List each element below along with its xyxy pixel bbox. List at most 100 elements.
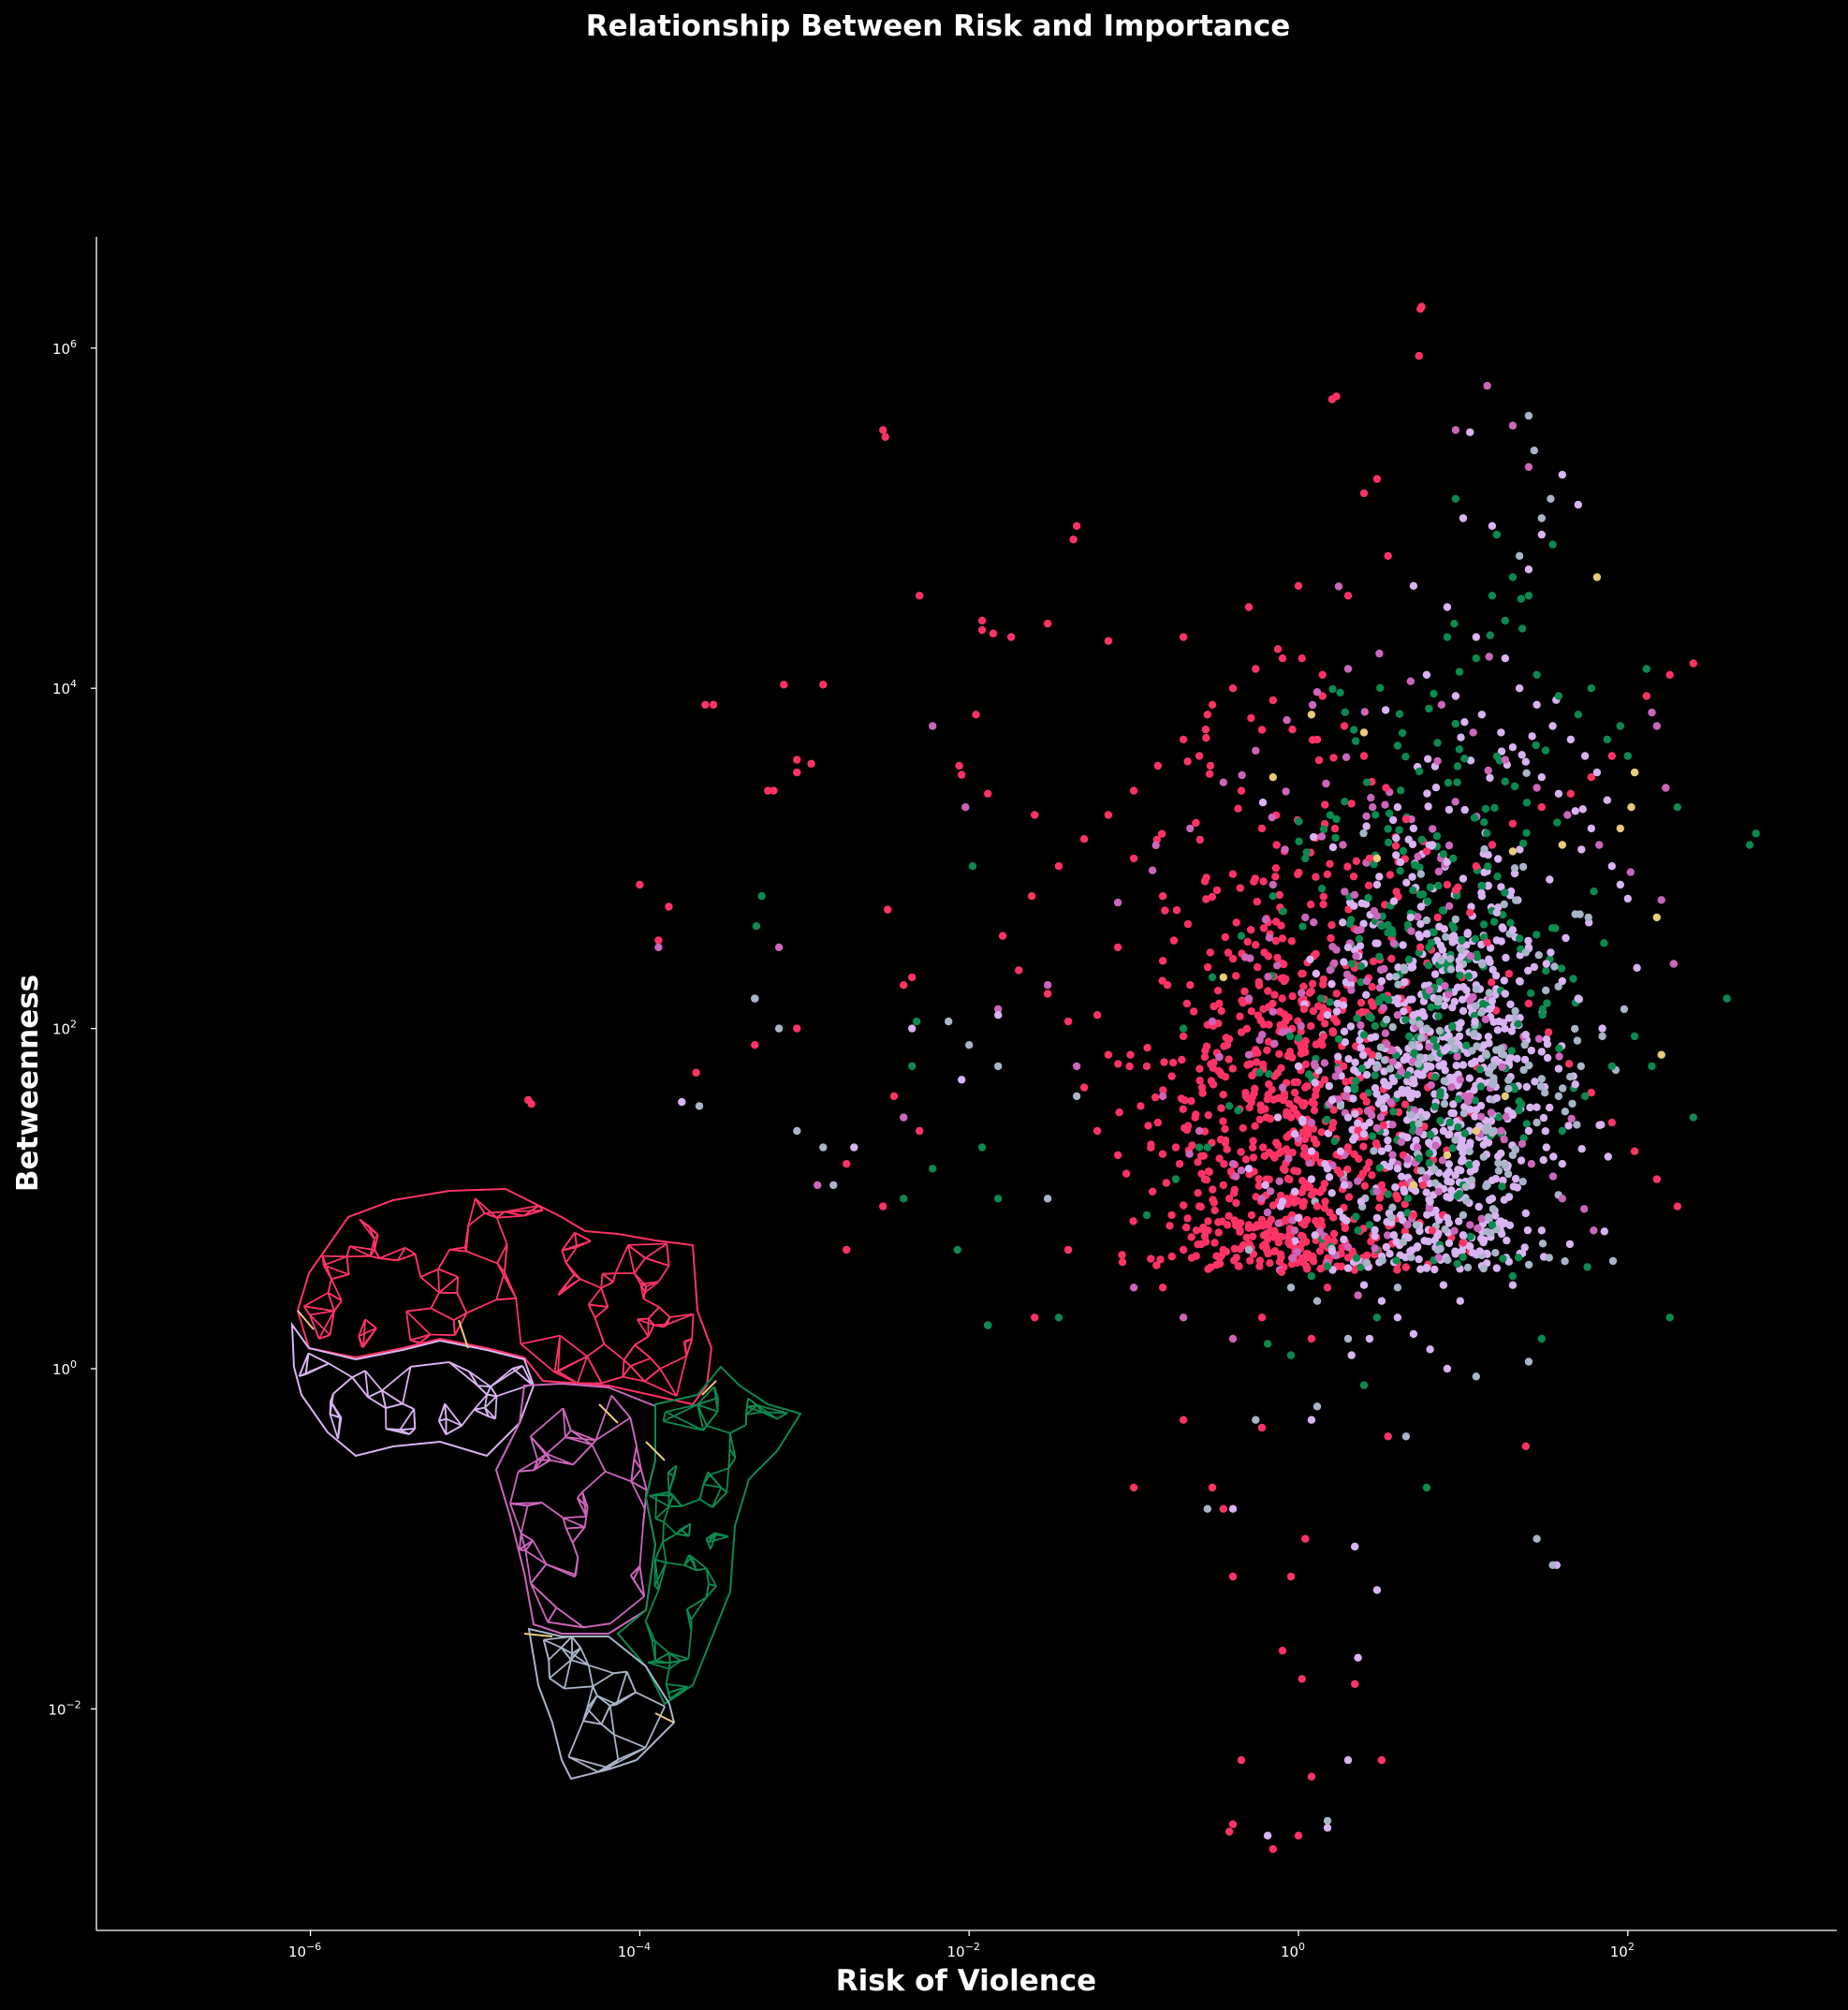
scatter-point (1429, 825, 1437, 833)
scatter-point (1389, 1231, 1399, 1240)
scatter-point (1508, 1281, 1518, 1289)
scatter-point (1403, 1155, 1412, 1164)
scatter-point (1595, 1121, 1604, 1130)
scatter-point (1479, 1238, 1488, 1247)
scatter-point (1063, 1017, 1073, 1026)
map-road-segment (303, 1292, 330, 1308)
scatter-point (957, 770, 966, 779)
scatter-point (757, 892, 766, 901)
scatter-point (1395, 826, 1403, 834)
scatter-point (1181, 1223, 1191, 1232)
map-road-segment (405, 1311, 412, 1341)
scatter-point (1378, 1256, 1386, 1265)
scatter-point (1201, 726, 1210, 734)
map-road-segment (351, 1376, 369, 1398)
scatter-point (819, 1143, 828, 1152)
scatter-point (1577, 1145, 1586, 1153)
scatter-point (1359, 1130, 1369, 1138)
scatter-point (1255, 1068, 1264, 1078)
scatter-point (1433, 997, 1443, 1006)
scatter-point (1510, 782, 1519, 791)
scatter-point (1273, 961, 1282, 970)
scatter-point (1443, 603, 1452, 611)
map-road-segment (667, 1472, 670, 1492)
scatter-point (1504, 1084, 1513, 1093)
scatter-point (1399, 1238, 1408, 1246)
scatter-point (1665, 670, 1674, 679)
scatter-point (1388, 1151, 1397, 1159)
scatter-point (1376, 683, 1385, 692)
map-road-segment (668, 1685, 688, 1694)
scatter-point (1392, 834, 1401, 843)
scatter-point (1157, 829, 1166, 838)
scatter-point (1158, 1284, 1167, 1292)
map-road-segment (684, 1338, 693, 1342)
scatter-point (1362, 1070, 1371, 1079)
scatter-point (1513, 1054, 1521, 1064)
scatter-point (1360, 1181, 1370, 1190)
scatter-point (1511, 1174, 1520, 1183)
scatter-point (1246, 1256, 1254, 1265)
scatter-point (1191, 1113, 1199, 1122)
scatter-point (1343, 1755, 1353, 1765)
map-road-segment (709, 1474, 722, 1489)
scatter-point (1541, 746, 1550, 755)
scatter-point (1501, 1092, 1510, 1101)
scatter-point (1542, 960, 1551, 968)
scatter-point (1244, 1050, 1254, 1059)
scatter-point (1215, 1254, 1225, 1262)
map-road-segment (713, 1533, 717, 1535)
scatter-point (1243, 937, 1252, 946)
map-road-segment (504, 1205, 539, 1213)
scatter-point (1232, 1198, 1240, 1208)
scatter-point (1326, 811, 1335, 819)
map-road-segment (669, 1660, 682, 1664)
scatter-point (1448, 1003, 1457, 1012)
scatter-point (1104, 1050, 1113, 1059)
map-road-segment (419, 1268, 439, 1278)
scatter-point (1524, 592, 1533, 600)
scatter-point (1626, 868, 1635, 876)
scatter-point (1223, 1221, 1232, 1229)
scatter-point (1343, 592, 1353, 600)
scatter-point (1652, 722, 1662, 730)
scatter-point (1433, 1245, 1442, 1254)
scatter-point (1499, 924, 1507, 932)
scatter-point (1385, 996, 1393, 1005)
scatter-point (1364, 893, 1372, 902)
map-road-segment (309, 1310, 335, 1316)
scatter-point (1319, 980, 1327, 989)
scatter-point (1451, 719, 1460, 728)
map-road-segment (309, 1313, 331, 1336)
scatter-point (1377, 976, 1386, 986)
scatter-point (1351, 1058, 1359, 1067)
scatter-point (1079, 1083, 1089, 1092)
scatter-point (1423, 897, 1432, 905)
scatter-point (1215, 1154, 1224, 1163)
scatter-point (1255, 1115, 1265, 1124)
scatter-point (1600, 939, 1608, 947)
scatter-point (1273, 1113, 1283, 1122)
map-road-segment (644, 1380, 678, 1398)
scatter-point (1416, 1166, 1426, 1175)
scatter-point (1408, 873, 1416, 881)
scatter-point (1262, 1175, 1271, 1183)
scatter-point (1178, 1055, 1186, 1064)
scatter-point (1460, 718, 1469, 726)
map-border-link (701, 1380, 717, 1396)
scatter-point (1301, 913, 1310, 922)
map-road-segment (364, 1318, 377, 1329)
map-road-segment (330, 1393, 334, 1402)
scatter-point (752, 922, 761, 931)
map-road-segment (362, 1328, 377, 1348)
scatter-point (1265, 1080, 1273, 1089)
scatter-point (1630, 768, 1639, 777)
scatter-point (968, 862, 977, 871)
map-road-segment (594, 1395, 613, 1441)
scatter-point (1516, 1014, 1524, 1022)
scatter-point (1381, 706, 1390, 714)
scatter-point (1307, 1118, 1316, 1127)
map-road-segment (587, 1287, 602, 1306)
network-map-inset (290, 1187, 802, 1781)
scatter-point (1548, 540, 1557, 549)
